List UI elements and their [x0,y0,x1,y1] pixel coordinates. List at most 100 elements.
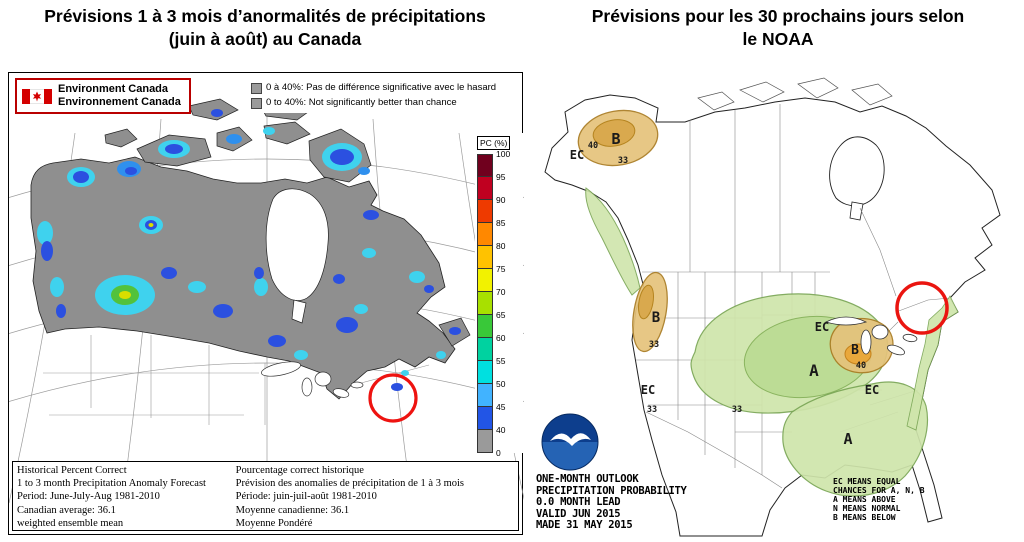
info-line: MADE 31 MAY 2015 [536,519,633,531]
left-title-line1: Prévisions 1 à 3 mois d’anormalités de p… [44,6,486,26]
noaa-legend-text: EC MEANS EQUAL CHANCES FOR A, N, B A MEA… [833,477,925,522]
arctic-island-outlines [697,77,893,111]
footer-line: Prévision des anomalies de précipitation… [235,478,464,490]
colorbar-tick-label: 55 [496,356,506,366]
us-state-lines [43,335,430,425]
footer-line: Période: juin-juil-août 1981-2010 [235,491,377,503]
legend-line: B MEANS BELOW [833,513,896,522]
colorbar-segment [477,361,493,384]
colorbar-tick-label: 80 [496,241,506,251]
canada-map-svg [9,95,524,529]
grey-swatch [251,97,262,109]
info-line: ONE-MONTH OUTLOOK [536,473,639,485]
colorbar-segment [477,177,493,200]
footer-english: Historical Percent Correct 1 to 3 month … [17,464,236,529]
noaa-outlook-map: EC B 40 33 B 33 EC 33 A 33 EC B 40 EC A [541,77,1001,537]
footer-french: Pourcentage correct historique Prévision… [235,464,514,529]
noaa-logo [541,413,599,471]
map-label-ec: EC [865,383,879,397]
map-label-b: B [851,343,859,358]
colorbar: PC (%) 100 95 90 85 80 75 70 65 60 55 50 45 40 0 [475,133,523,458]
map-label-33: 33 [618,156,628,166]
outlook-labels: EC B 40 33 B 33 EC 33 A 33 EC B 40 EC A [570,130,879,448]
map-label-ec: EC [641,383,655,397]
colorbar-segment [477,315,493,338]
colorbar-segment [477,223,493,246]
colorbar-tick-label: 90 [496,195,506,205]
legend-line: CHANCES FOR A, N, B [833,486,925,495]
left-title-line2: (juin à août) au Canada [168,29,362,49]
colorbar-tick-label: 65 [496,310,506,320]
map-label-33: 33 [732,405,742,415]
highlight-circle-northeast [895,281,949,335]
colorbar-tick-label: 60 [496,333,506,343]
colorbar-segment [477,269,493,292]
colorbar-tick-label: 50 [496,379,506,389]
colorbar-segment [477,200,493,223]
colorbar-tick-label: 85 [496,218,506,228]
colorbar-tick-label: 70 [496,287,506,297]
right-title-line1: Prévisions pour les 30 prochains jours s… [591,6,965,26]
footer-line: weighted ensemble mean [17,517,124,529]
map-label-33: 33 [647,405,657,415]
noaa-product-info: ONE-MONTH OUTLOOK PRECIPITATION PROBABIL… [536,473,687,532]
legend-line: A MEANS ABOVE [833,495,896,504]
colorbar-tick-label: 45 [496,402,506,412]
colorbar-segment [477,338,493,361]
colorbar-tick-label: 40 [496,425,506,435]
arctic-islands [104,95,471,347]
footer-line: Moyenne Pondéré [235,517,313,529]
canada-precipitation-map: Environment Canada Environnement Canada … [8,72,524,535]
info-line: VALID JUN 2015 [536,507,621,520]
logo-text-fr: Environnement Canada [58,96,181,108]
hudson-bay-outline [829,136,885,207]
map-label-b: B [652,310,660,326]
above-normal-southeast [782,381,929,497]
colorbar-tick-label: 100 [496,149,511,159]
map-label-ec: EC [570,148,584,162]
significance-text-fr: 0 à 40%: Pas de différence significative… [266,82,497,93]
legend-line: N MEANS NORMAL [833,504,901,513]
footer-line: Moyenne canadienne: 36.1 [235,504,350,516]
grey-swatch [251,82,262,94]
james-bay [291,299,307,324]
canada-landmass [30,156,456,400]
above-normal-pacific-strip [585,187,641,296]
right-title-line2: le NOAA [742,29,814,49]
highlight-circle-quebec [368,373,418,423]
map-label-ec: EC [815,320,829,334]
james-bay-outline [849,201,864,221]
colorbar-segment [477,246,493,269]
legend-line: EC MEANS EQUAL [833,477,901,486]
map-label-b: B [611,130,620,148]
footer-line: Canadian average: 36.1 [17,504,116,516]
canada-flag-icon [22,88,52,104]
significance-legend: 0 à 40%: Pas de différence significative… [249,81,499,113]
below-normal-west-coast-inner [638,284,654,320]
footer-line: Historical Percent Correct [17,465,127,476]
colorbar-tick-label: 75 [496,264,506,274]
footer-line: Period: June-July-Aug 1981-2010 [17,491,160,503]
map-label-40: 40 [856,361,866,371]
colorbar-tick-label: 95 [496,172,506,182]
colorbar-segment [477,154,493,177]
map-label-a: A [843,430,852,448]
footer-line: Pourcentage correct historique [235,465,364,476]
info-line: PRECIPITATION PROBABILITY [536,484,687,497]
colorbar-segment [477,430,493,453]
logo-text-en: Environment Canada [58,83,169,95]
left-forecast-title: Prévisions 1 à 3 mois d’anormalités de p… [0,5,530,51]
great-lakes [261,361,364,398]
great-lakes-outlines [824,316,918,356]
hudson-bay [265,188,329,301]
colorbar-segment [477,407,493,430]
colorbar-segment [477,292,493,315]
map-label-40: 40 [588,141,598,151]
info-line: 0.0 MONTH LEAD [536,496,621,508]
environment-canada-logo: Environment Canada Environnement Canada [15,78,191,114]
skill-blobs [37,101,461,391]
map-label-33: 33 [649,340,659,350]
colorbar-segment [477,384,493,407]
map-label-a: A [809,361,819,380]
below-normal-alaska-inner [592,119,636,147]
